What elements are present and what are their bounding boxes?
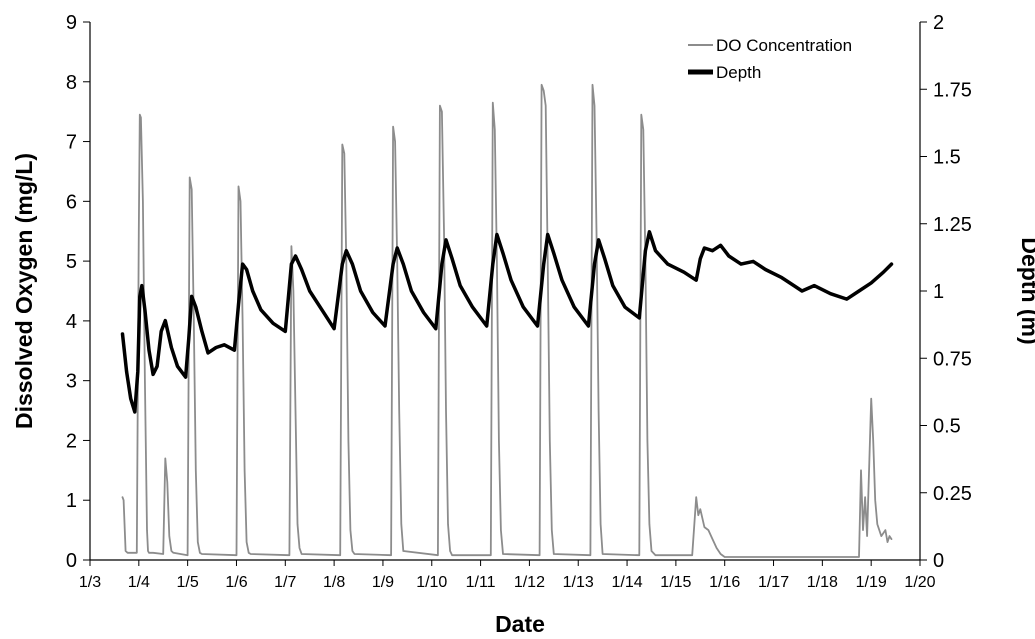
y-tick-label: 0 xyxy=(66,550,77,572)
x-tick-label: 1/6 xyxy=(225,574,247,591)
x-tick-label: 1/10 xyxy=(416,574,447,591)
y2-tick-label: 1.75 xyxy=(933,79,972,101)
y2-tick-label: 1.5 xyxy=(933,147,961,169)
x-tick-label: 1/15 xyxy=(660,574,691,591)
x-tick-label: 1/17 xyxy=(758,574,789,591)
legend: DO Concentration Depth xyxy=(688,36,852,82)
y-tick-label: 9 xyxy=(66,12,77,34)
x-tick-label: 1/4 xyxy=(128,574,150,591)
y2-axis-title: Depth (m) xyxy=(1017,237,1035,344)
y2-tick-label: 1 xyxy=(933,281,944,303)
legend-label-depth: Depth xyxy=(716,63,761,82)
y2-tick-label: 0.5 xyxy=(933,416,961,438)
x-tick-label: 1/9 xyxy=(372,574,394,591)
y-tick-label: 2 xyxy=(66,430,77,452)
x-tick-label: 1/8 xyxy=(323,574,345,591)
y-tick-label: 1 xyxy=(66,490,77,512)
x-axis-title: Date xyxy=(495,611,545,637)
y-tick-label: 4 xyxy=(66,311,77,333)
x-tick-label: 1/14 xyxy=(611,574,642,591)
y2-tick-label: 0 xyxy=(933,550,944,572)
y-tick-label: 6 xyxy=(66,191,77,213)
y-axis-title: Dissolved Oxygen (mg/L) xyxy=(11,153,37,429)
axes xyxy=(89,22,921,561)
y2-tick-label: 0.75 xyxy=(933,348,972,370)
y-tick-label: 3 xyxy=(66,371,77,393)
x-tick-label: 1/11 xyxy=(466,574,496,591)
x-tick-label: 1/3 xyxy=(79,574,101,591)
x-tick-label: 1/7 xyxy=(274,574,296,591)
depth-line xyxy=(120,230,894,414)
y-tick-label: 7 xyxy=(66,132,77,154)
x-tick-label: 1/19 xyxy=(856,574,887,591)
x-tick-label: 1/18 xyxy=(807,574,838,591)
x-tick-label: 1/13 xyxy=(563,574,594,591)
y-tick-label: 5 xyxy=(66,251,77,273)
x-tick-label: 1/12 xyxy=(514,574,545,591)
x-tick-label: 1/20 xyxy=(904,574,935,591)
y2-tick-label: 0.25 xyxy=(933,483,972,505)
y2-tick-label: 1.25 xyxy=(933,214,972,236)
ticks: 1/3 1/4 1/5 1/6 1/7 1/8 1/9 1/10 1/11 1/12 1/13 1/1… xyxy=(66,12,972,591)
do-concentration-line xyxy=(121,83,893,558)
x-tick-label: 1/16 xyxy=(709,574,740,591)
y2-tick-label: 2 xyxy=(933,12,944,34)
series xyxy=(120,83,894,558)
y-tick-label: 8 xyxy=(66,72,77,94)
x-tick-label: 1/5 xyxy=(177,574,199,591)
legend-label-do: DO Concentration xyxy=(716,36,852,55)
